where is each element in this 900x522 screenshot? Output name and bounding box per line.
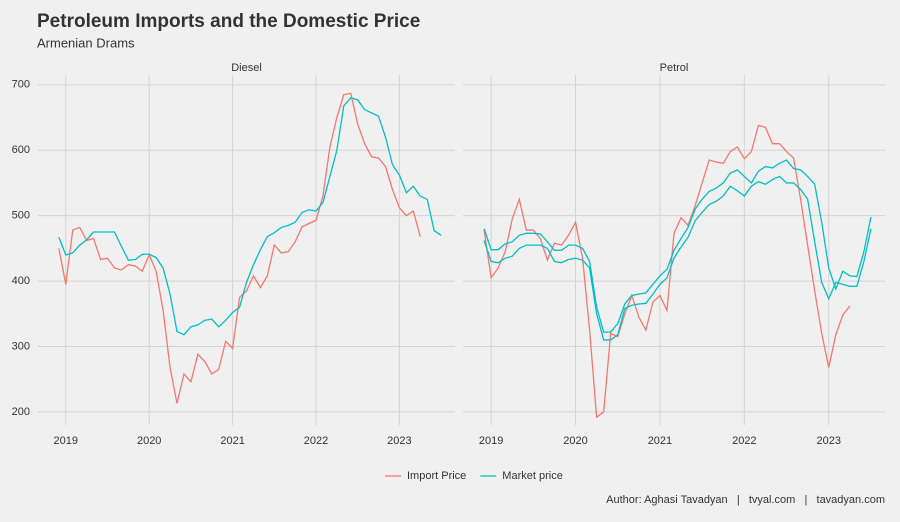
x-tick-label: 2021 (220, 435, 244, 447)
legend-label: Import Price (407, 470, 466, 482)
x-tick-label: 2022 (304, 435, 328, 447)
x-tick-label: 2020 (137, 435, 161, 447)
series-line (58, 97, 442, 336)
series-line (483, 124, 851, 419)
y-tick-label: 600 (12, 144, 30, 156)
x-tick-label: 2019 (54, 435, 78, 447)
chart-title: Petroleum Imports and the Domestic Price (37, 11, 420, 32)
x-tick-label: 2019 (479, 435, 503, 447)
chart-subtitle: Armenian Drams (37, 35, 135, 50)
series-line (483, 159, 872, 333)
caption: Author: Aghasi Tavadyan | tvyal.com | ta… (606, 494, 885, 506)
x-tick-label: 2021 (648, 435, 672, 447)
y-tick-label: 300 (12, 340, 30, 352)
x-tick-label: 2023 (816, 435, 840, 447)
facet-label: Diesel (231, 62, 262, 74)
legend-label: Market price (502, 470, 563, 482)
x-tick-label: 2023 (387, 435, 411, 447)
y-tick-label: 500 (12, 210, 30, 222)
y-tick-label: 200 (12, 406, 30, 418)
series-line (58, 92, 421, 404)
x-tick-label: 2022 (732, 435, 756, 447)
x-tick-label: 2020 (563, 435, 587, 447)
y-tick-label: 400 (12, 275, 30, 287)
y-tick-label: 700 (12, 79, 30, 91)
facet-label: Petrol (660, 62, 689, 74)
series-line (483, 175, 872, 341)
